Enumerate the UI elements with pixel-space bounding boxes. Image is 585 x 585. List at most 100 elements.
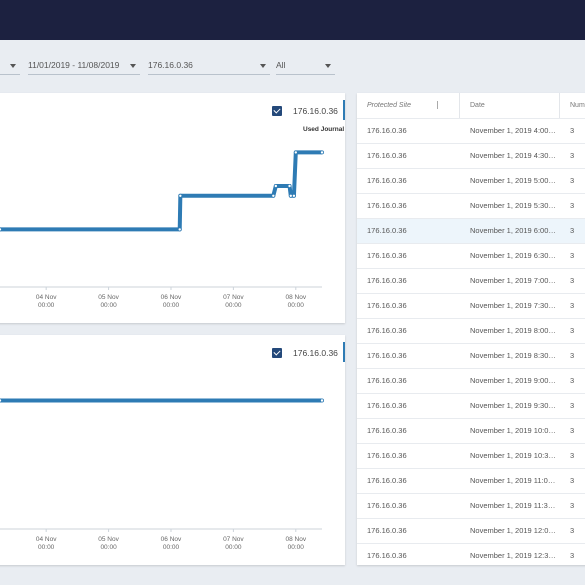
x-tick-label: 04 Nov 00:00 bbox=[35, 294, 57, 309]
checkbox[interactable] bbox=[272, 106, 282, 116]
scope-filter-text: All bbox=[276, 60, 286, 70]
dropdown[interactable] bbox=[0, 57, 20, 75]
table-row[interactable]: 176.16.0.36 November 1, 2019 12:30 PM 3 bbox=[357, 543, 585, 565]
data-point bbox=[319, 150, 324, 155]
plot bbox=[0, 150, 324, 290]
table-cell: November 1, 2019 12:30 PM bbox=[470, 551, 556, 560]
data-point bbox=[0, 398, 2, 403]
table-row[interactable]: 176.16.0.36 November 1, 2019 12:00 PM 3 bbox=[357, 518, 585, 543]
table-cell: 3 bbox=[570, 426, 575, 435]
table-cell: 176.16.0.36 bbox=[367, 451, 407, 460]
table-row[interactable]: 176.16.0.36 November 1, 2019 6:00 AM 3 bbox=[357, 218, 585, 243]
table-cell: November 1, 2019 11:30 AM bbox=[470, 501, 556, 510]
sort-icon bbox=[437, 101, 443, 109]
table-cell: 3 bbox=[570, 401, 575, 410]
table-row[interactable]: 176.16.0.36 November 1, 2019 4:30 AM 3 bbox=[357, 143, 585, 168]
date-filter-text: 11/01/2019 - 11/08/2019 bbox=[28, 60, 120, 70]
data-point bbox=[0, 227, 2, 232]
table-row[interactable]: 176.16.0.36 November 1, 2019 10:00 AM 3 bbox=[357, 418, 585, 443]
x-tick-label: 04 Nov 00:00 bbox=[35, 536, 57, 551]
data-point bbox=[287, 184, 292, 189]
table-cell: November 1, 2019 6:30 AM bbox=[470, 251, 556, 260]
table-cell: 3 bbox=[570, 526, 575, 535]
x-tick-label: 06 Nov 00:00 bbox=[160, 536, 182, 551]
x-tick-label: 06 Nov 00:00 bbox=[160, 294, 182, 309]
table-cell: 3 bbox=[570, 551, 575, 560]
table-cell: November 1, 2019 9:00 AM bbox=[470, 376, 556, 385]
table-row[interactable]: 176.16.0.36 November 1, 2019 11:30 AM 3 bbox=[357, 493, 585, 518]
table-cell: 176.16.0.36 bbox=[367, 176, 407, 185]
table-cell: November 1, 2019 12:00 PM bbox=[470, 526, 556, 535]
table-cell: 176.16.0.36 bbox=[367, 376, 407, 385]
table-cell: November 1, 2019 11:00 AM bbox=[470, 476, 556, 485]
series-label: Used Journal bbox=[303, 126, 345, 133]
checkbox-label: 176.16.0.36 bbox=[293, 106, 338, 116]
data-point bbox=[271, 193, 276, 198]
checkbox-label: 176.16.0.36 bbox=[293, 348, 338, 358]
column-header: Date bbox=[460, 93, 560, 118]
x-tick-label: 08 Nov 00:00 bbox=[285, 536, 307, 551]
scope-filter[interactable]: All bbox=[276, 57, 335, 75]
table-row[interactable]: 176.16.0.36 November 1, 2019 8:00 AM 3 bbox=[357, 318, 585, 343]
table-cell: 3 bbox=[570, 126, 575, 135]
table-cell: 3 bbox=[570, 501, 575, 510]
table-row[interactable]: 176.16.0.36 November 1, 2019 10:30 AM 3 bbox=[357, 443, 585, 468]
table-cell: 176.16.0.36 bbox=[367, 276, 407, 285]
date-filter[interactable]: 11/01/2019 - 11/08/2019 bbox=[28, 57, 140, 75]
table-cell: 176.16.0.36 bbox=[367, 126, 407, 135]
checkbox[interactable] bbox=[272, 348, 282, 358]
table-cell: 176.16.0.36 bbox=[367, 476, 407, 485]
table-cell: November 1, 2019 5:30 AM bbox=[470, 201, 556, 210]
table-cell: 176.16.0.36 bbox=[367, 401, 407, 410]
table-cell: 3 bbox=[570, 451, 575, 460]
table-cell: 176.16.0.36 bbox=[367, 551, 407, 560]
site-filter-text: 176.16.0.36 bbox=[148, 60, 193, 70]
table-cell: 3 bbox=[570, 351, 575, 360]
table-cell: 176.16.0.36 bbox=[367, 326, 407, 335]
table-cell: 3 bbox=[570, 276, 575, 285]
data-point bbox=[177, 227, 182, 232]
data-line bbox=[0, 150, 322, 232]
table-cell: 176.16.0.36 bbox=[367, 226, 407, 235]
table-row[interactable]: 176.16.0.36 November 1, 2019 7:00 AM 3 bbox=[357, 268, 585, 293]
x-tick-label: 05 Nov 00:00 bbox=[98, 294, 119, 309]
panel-edge bbox=[343, 342, 345, 362]
table-row[interactable]: 176.16.0.36 November 1, 2019 7:30 AM 3 bbox=[357, 293, 585, 318]
table-row[interactable]: 176.16.0.36 November 1, 2019 9:30 AM 3 bbox=[357, 393, 585, 418]
table-cell: 176.16.0.36 bbox=[367, 426, 407, 435]
table-cell: 176.16.0.36 bbox=[367, 251, 407, 260]
table-cell: 3 bbox=[570, 226, 575, 235]
table-cell: 176.16.0.36 bbox=[367, 526, 407, 535]
table-cell: 3 bbox=[570, 176, 575, 185]
table-cell: November 1, 2019 5:00 AM bbox=[470, 176, 556, 185]
table-row[interactable]: 176.16.0.36 November 1, 2019 11:00 AM 3 bbox=[357, 468, 585, 493]
table-cell: 176.16.0.36 bbox=[367, 201, 407, 210]
table-cell: November 1, 2019 8:30 AM bbox=[470, 351, 556, 360]
table-cell: 3 bbox=[570, 476, 575, 485]
table-cell: 176.16.0.36 bbox=[367, 501, 407, 510]
table-cell: 3 bbox=[570, 201, 575, 210]
table-cell: 3 bbox=[570, 251, 575, 260]
table-cell: 3 bbox=[570, 301, 575, 310]
x-tick-label: 07 Nov 00:00 bbox=[223, 536, 244, 551]
table-cell: November 1, 2019 10:00 AM bbox=[470, 426, 556, 435]
table-row[interactable]: 176.16.0.36 November 1, 2019 9:00 AM 3 bbox=[357, 368, 585, 393]
x-tick-label: 07 Nov 00:00 bbox=[223, 294, 244, 309]
table-row[interactable]: 176.16.0.36 November 1, 2019 4:00 AM 3 bbox=[357, 118, 585, 143]
table-row[interactable]: 176.16.0.36 November 1, 2019 5:00 AM 3 bbox=[357, 168, 585, 193]
table-row[interactable]: 176.16.0.36 November 1, 2019 6:30 AM 3 bbox=[357, 243, 585, 268]
table-cell: 3 bbox=[570, 151, 575, 160]
table-cell: 176.16.0.36 bbox=[367, 351, 407, 360]
panel-edge bbox=[343, 100, 345, 120]
table-cell: November 1, 2019 9:30 AM bbox=[470, 401, 556, 410]
table-cell: 176.16.0.36 bbox=[367, 151, 407, 160]
table-cell: November 1, 2019 7:30 AM bbox=[470, 301, 556, 310]
table-row[interactable]: 176.16.0.36 November 1, 2019 5:30 AM 3 bbox=[357, 193, 585, 218]
table-cell: November 1, 2019 6:00 AM bbox=[470, 226, 556, 235]
data-point bbox=[293, 150, 298, 155]
site-filter[interactable]: 176.16.0.36 bbox=[148, 57, 270, 75]
chart-panel: 176.16.0.36 Used Journal 04 Nov 00:00 05 … bbox=[0, 93, 345, 323]
data-point bbox=[178, 193, 183, 198]
table-row[interactable]: 176.16.0.36 November 1, 2019 8:30 AM 3 bbox=[357, 343, 585, 368]
